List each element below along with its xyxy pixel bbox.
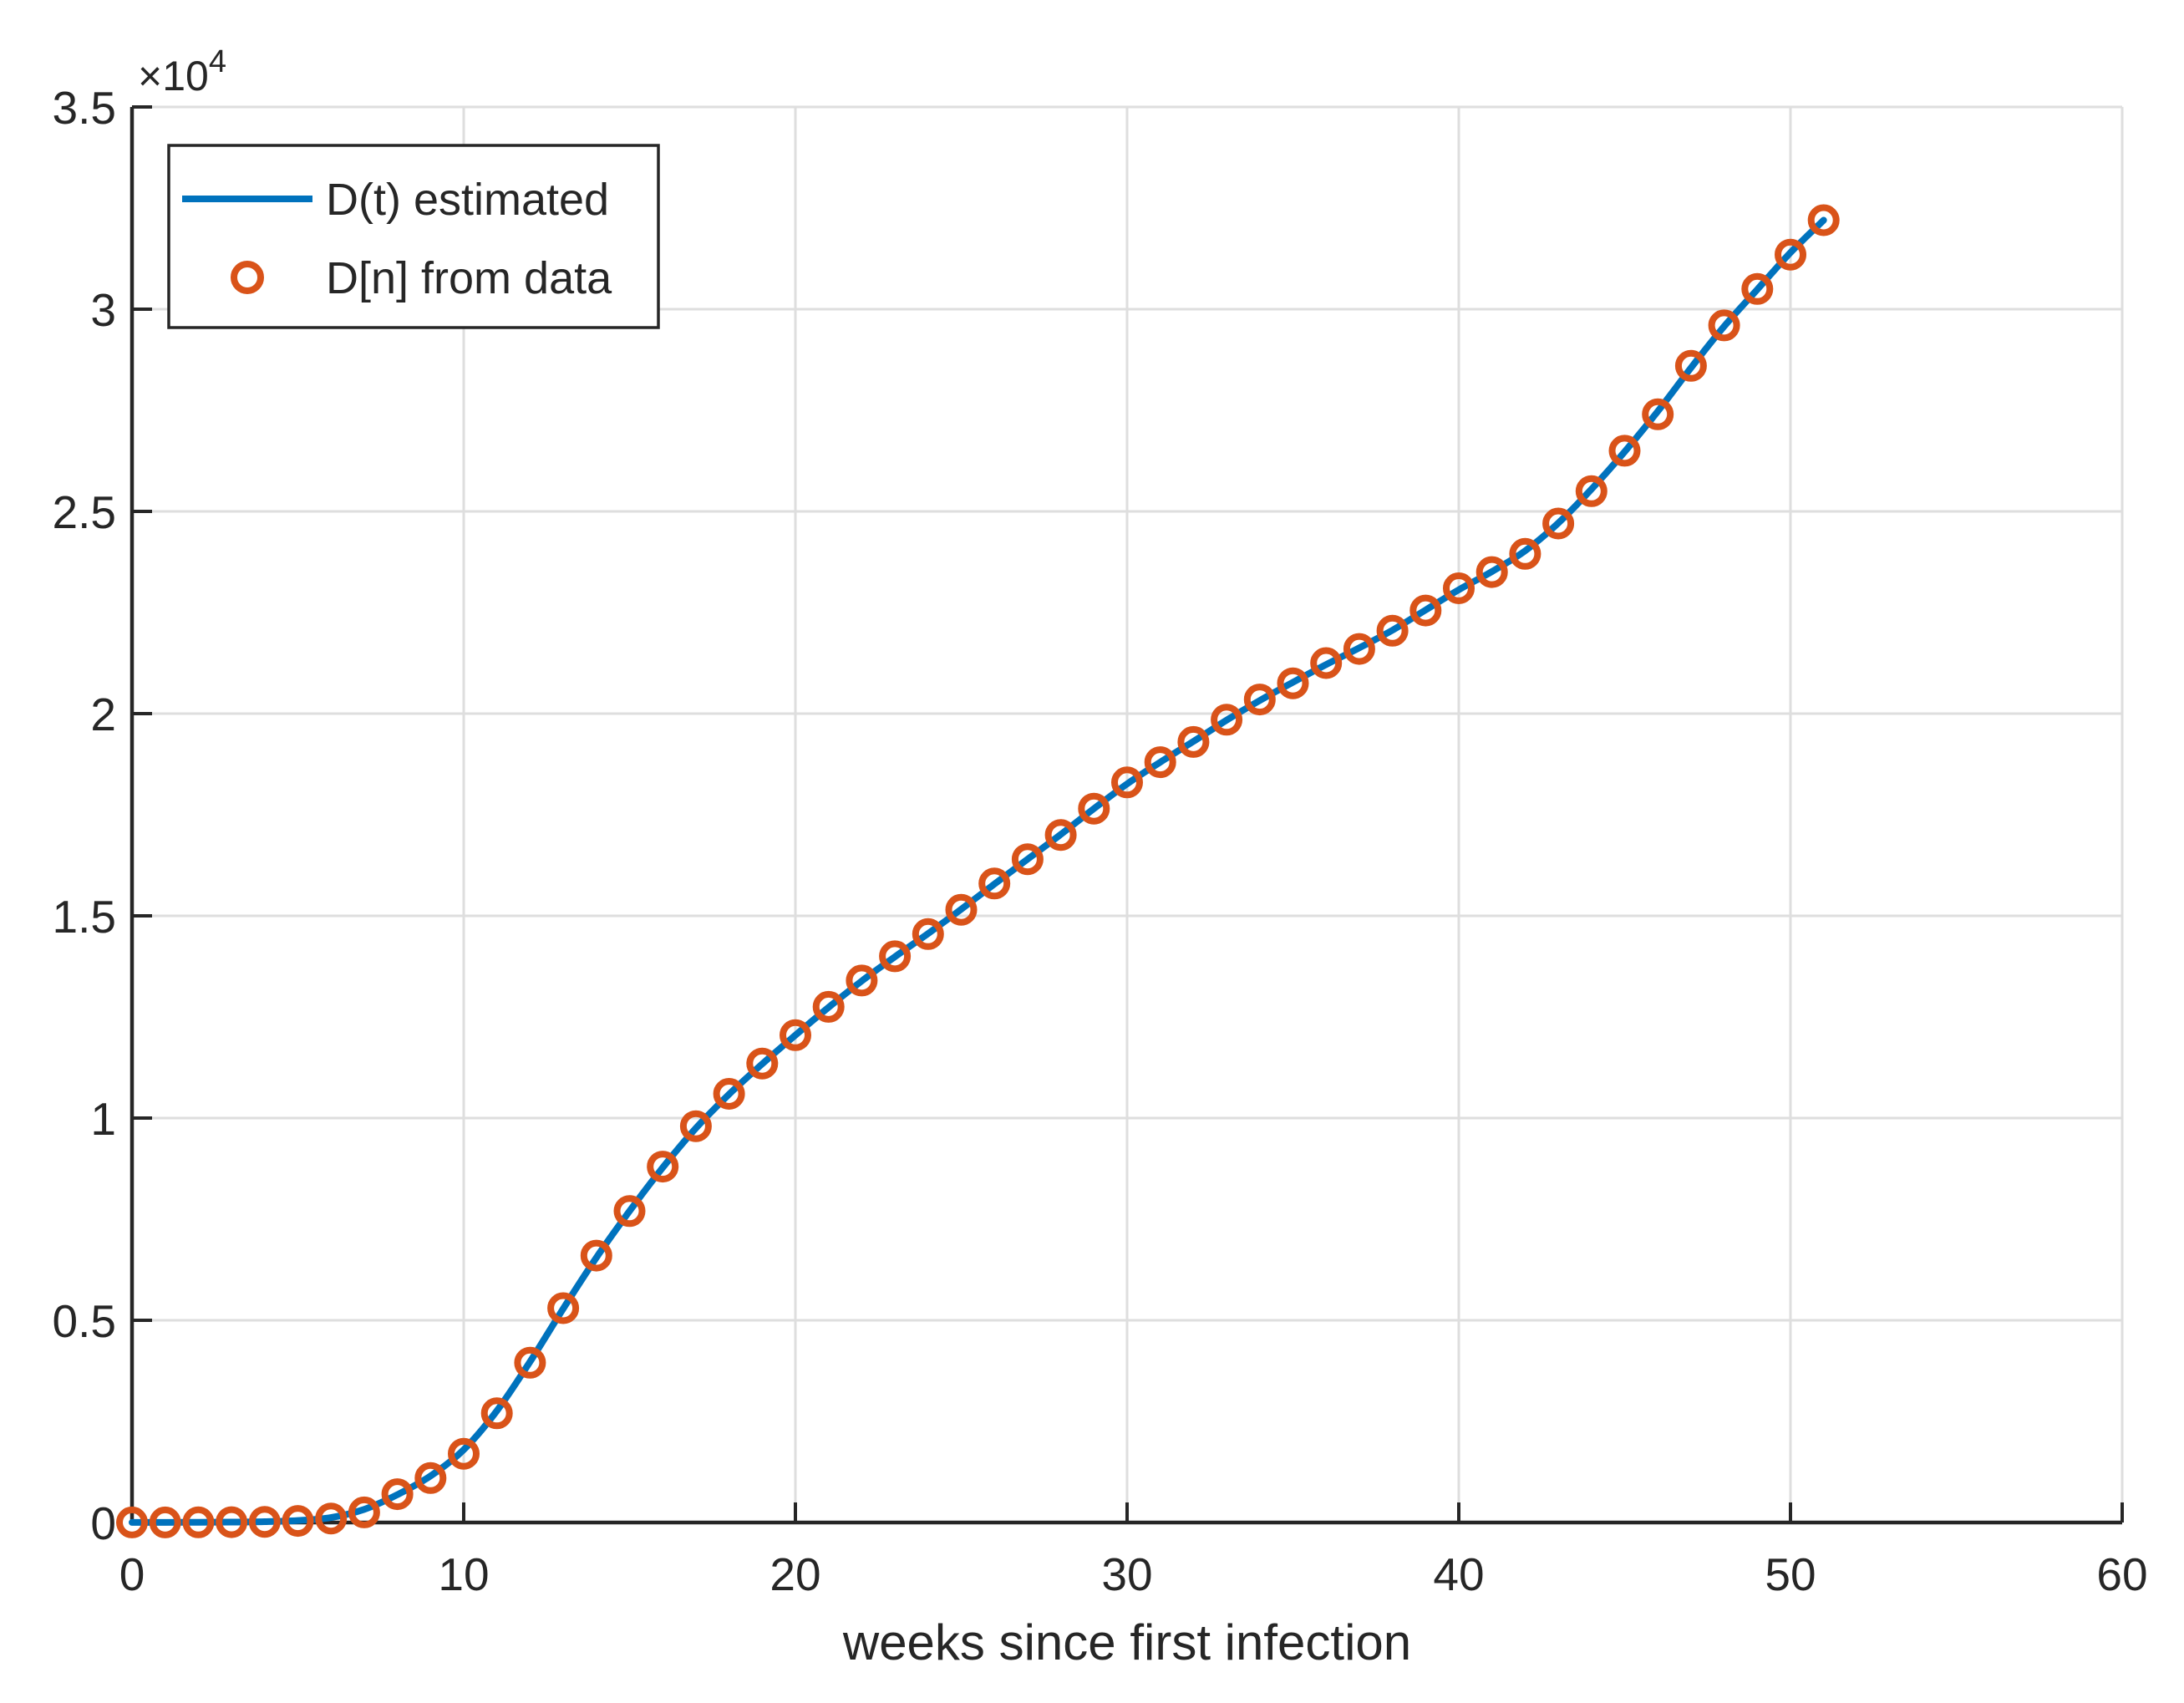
y-axis-exponent-base: ×10 bbox=[138, 53, 209, 99]
data-point-week-50 bbox=[1775, 238, 1806, 271]
data-point-week-1 bbox=[149, 1506, 181, 1538]
x-tick-label-0: 0 bbox=[119, 1548, 145, 1600]
data-point-week-33 bbox=[1211, 704, 1243, 736]
y-tick-label-30000: 3 bbox=[90, 284, 116, 336]
x-tick-label-10: 10 bbox=[438, 1548, 489, 1600]
legend: D(t) estimated D[n] from data bbox=[167, 144, 660, 329]
y-tick-label-15000: 1.5 bbox=[53, 891, 116, 943]
data-point-week-51 bbox=[1807, 204, 1840, 236]
data-point-week-31 bbox=[1144, 746, 1176, 779]
data-point-week-49 bbox=[1741, 272, 1774, 305]
data-point-week-13 bbox=[547, 1292, 580, 1324]
estimated-line bbox=[129, 216, 1827, 1526]
data-point-week-3 bbox=[216, 1506, 248, 1538]
data-point-week-36 bbox=[1310, 647, 1343, 679]
data-point-week-30 bbox=[1111, 766, 1143, 799]
x-tick-label-50: 50 bbox=[1765, 1548, 1816, 1600]
data-point-week-43 bbox=[1542, 507, 1575, 540]
data-point-week-39 bbox=[1409, 594, 1442, 627]
data-point-week-44 bbox=[1575, 475, 1608, 507]
data-point-week-32 bbox=[1177, 725, 1210, 758]
data-point-week-25 bbox=[945, 893, 978, 926]
data-point-week-21 bbox=[812, 990, 845, 1023]
data-point-week-7 bbox=[348, 1496, 380, 1528]
x-tick-label-40: 40 bbox=[1433, 1548, 1484, 1600]
data-point-week-9 bbox=[414, 1462, 447, 1494]
series-layer bbox=[116, 204, 1840, 1538]
x-tick-label-60: 60 bbox=[2096, 1548, 2147, 1600]
data-point-week-35 bbox=[1277, 667, 1309, 699]
data-point-week-38 bbox=[1376, 614, 1409, 647]
data-point-week-2 bbox=[182, 1506, 215, 1538]
data-point-week-4 bbox=[248, 1506, 281, 1538]
y-tick-label-20000: 2 bbox=[90, 689, 116, 740]
data-point-week-26 bbox=[978, 867, 1011, 900]
data-point-week-28 bbox=[1044, 819, 1077, 852]
data-point-week-46 bbox=[1642, 398, 1674, 430]
tick-label-layer: 0 10 20 30 40 50 60 0 0.5 1 1.5 2 2.5 3 3.5 bbox=[53, 82, 2148, 1600]
data-point-week-24 bbox=[912, 918, 944, 950]
data-point-week-17 bbox=[679, 1110, 712, 1142]
data-point-week-23 bbox=[879, 940, 912, 973]
data-point-week-40 bbox=[1443, 572, 1475, 604]
data-point-week-47 bbox=[1674, 349, 1707, 382]
data-point-week-0 bbox=[116, 1506, 148, 1538]
data-point-week-18 bbox=[713, 1078, 745, 1110]
y-axis-exponent-power: 4 bbox=[209, 44, 226, 79]
legend-marker-sample bbox=[231, 261, 264, 294]
data-point-week-34 bbox=[1243, 684, 1276, 716]
data-point-week-22 bbox=[846, 964, 878, 997]
legend-label-data: D[n] from data bbox=[326, 253, 612, 303]
data-point-week-8 bbox=[381, 1478, 414, 1511]
y-tick-label-25000: 2.5 bbox=[53, 486, 116, 538]
data-point-week-42 bbox=[1509, 537, 1541, 570]
data-point-week-27 bbox=[1011, 843, 1044, 876]
data-point-week-12 bbox=[514, 1346, 546, 1379]
legend-label-estimated: D(t) estimated bbox=[326, 175, 609, 225]
data-point-week-11 bbox=[480, 1397, 513, 1430]
y-axis-exponent: ×104 bbox=[138, 44, 226, 99]
data-point-week-16 bbox=[647, 1151, 679, 1183]
data-point-week-41 bbox=[1475, 556, 1508, 588]
data-point-week-37 bbox=[1343, 633, 1375, 665]
data-point-week-29 bbox=[1078, 792, 1110, 825]
y-tick-label-5000: 0.5 bbox=[53, 1295, 116, 1347]
x-tick-label-20: 20 bbox=[769, 1548, 820, 1600]
x-tick-label-30: 30 bbox=[1101, 1548, 1152, 1600]
data-point-week-45 bbox=[1608, 435, 1641, 467]
data-point-week-14 bbox=[580, 1239, 612, 1272]
y-tick-label-10000: 1 bbox=[90, 1093, 116, 1145]
legend-box bbox=[167, 144, 660, 329]
y-tick-label-35000: 3.5 bbox=[53, 82, 116, 134]
data-point-week-10 bbox=[448, 1437, 480, 1470]
data-point-week-6 bbox=[315, 1502, 348, 1535]
data-point-week-20 bbox=[780, 1019, 811, 1051]
data-point-week-15 bbox=[613, 1195, 646, 1228]
data-point-week-48 bbox=[1708, 309, 1740, 342]
x-axis-label: weeks since first infection bbox=[842, 1614, 1411, 1670]
y-tick-label-0: 0 bbox=[90, 1497, 116, 1549]
data-point-week-5 bbox=[282, 1505, 314, 1538]
data-point-week-19 bbox=[746, 1047, 779, 1080]
